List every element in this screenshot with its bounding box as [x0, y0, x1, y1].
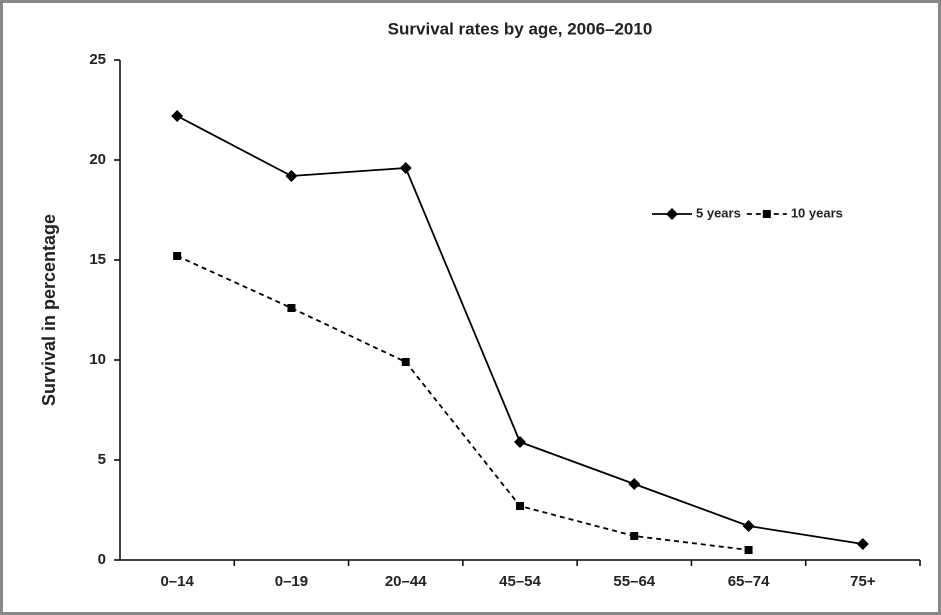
y-tick-label: 0: [98, 551, 106, 568]
x-tick-label: 55–64: [613, 573, 655, 590]
marker: [171, 110, 184, 122]
marker: [628, 478, 641, 490]
x-tick-label: 75+: [850, 573, 876, 590]
marker: [173, 252, 182, 260]
y-tick-label: 15: [89, 251, 106, 268]
marker: [762, 210, 771, 218]
marker: [285, 170, 298, 182]
marker: [516, 502, 524, 510]
marker: [399, 162, 412, 174]
y-tick-label: 5: [98, 451, 106, 468]
x-tick-label: 20–44: [385, 573, 427, 590]
y-tick-label: 20: [89, 151, 106, 168]
chart-title: Survival rates by age, 2006–2010: [388, 19, 653, 38]
legend-label: 5 years: [696, 205, 741, 220]
marker: [744, 546, 753, 554]
marker: [401, 358, 410, 366]
marker: [666, 208, 678, 220]
x-tick-label: 0–19: [275, 573, 308, 590]
legend-label: 10 years: [791, 205, 843, 220]
marker: [630, 532, 639, 540]
marker: [514, 436, 526, 448]
y-axis-label: Survival in percentage: [39, 214, 59, 406]
marker: [856, 538, 869, 550]
x-tick-label: 0–14: [160, 573, 194, 590]
x-tick-label: 65–74: [728, 573, 770, 590]
marker: [287, 304, 296, 312]
series-line: [176, 255, 749, 551]
x-tick-label: 45–54: [499, 573, 541, 590]
y-tick-label: 10: [89, 351, 106, 368]
marker: [742, 520, 755, 532]
y-tick-label: 25: [89, 51, 106, 68]
